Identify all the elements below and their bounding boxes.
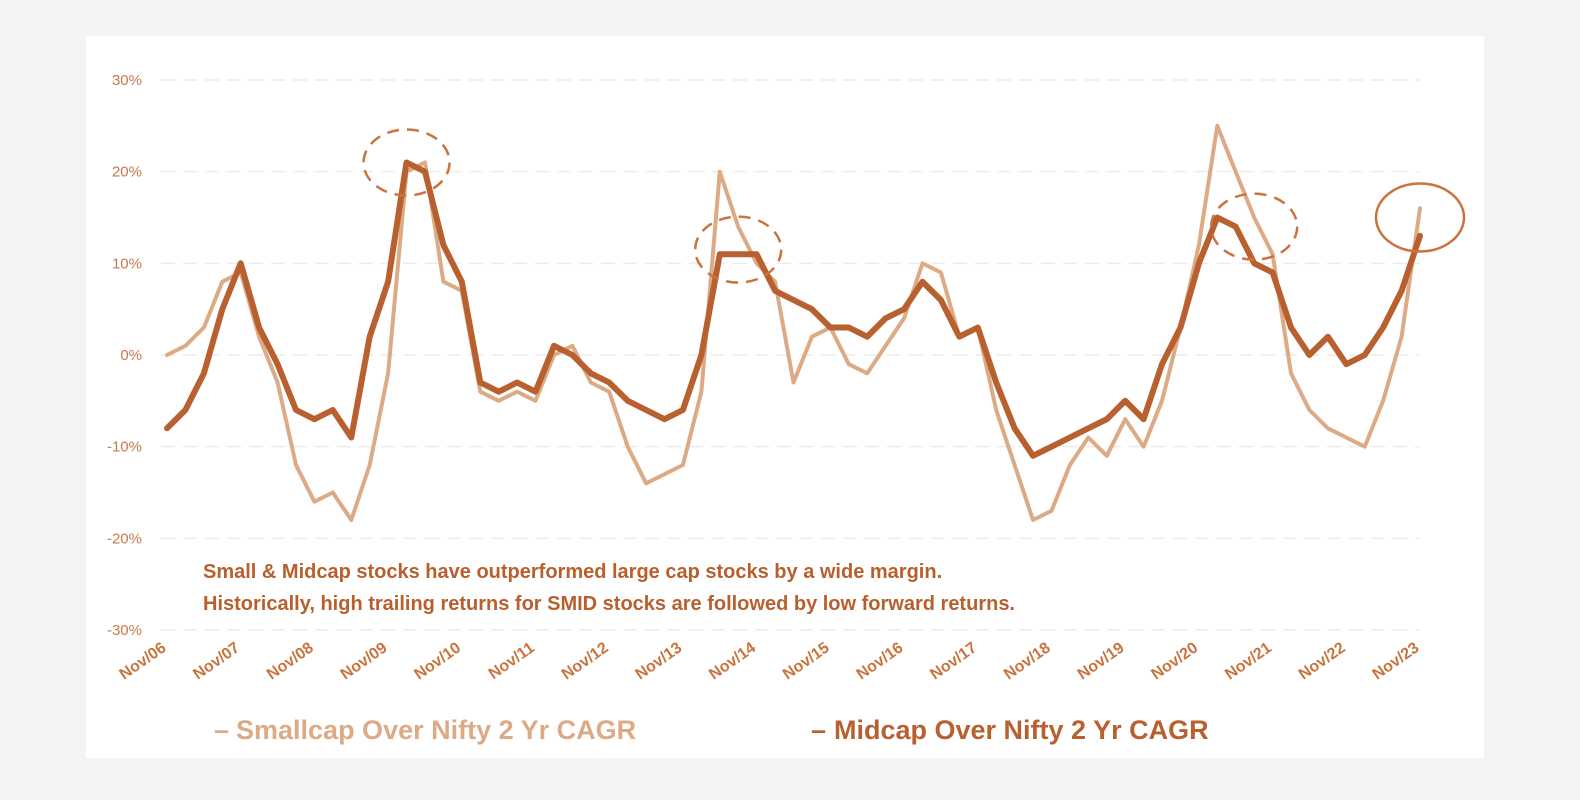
chart-panel: [86, 36, 1484, 758]
y-tick-label: 10%: [112, 255, 142, 272]
annotation: Small & Midcap stocks have outperformed …: [203, 561, 1015, 615]
highlight-circle-dashed: [693, 215, 783, 284]
x-tick-label: Nov/06: [117, 639, 170, 683]
x-tick-label: Nov/08: [264, 639, 317, 683]
x-tick-label: Nov/21: [1222, 639, 1275, 683]
x-tick-label: Nov/11: [486, 639, 538, 683]
x-tick-label: Nov/12: [559, 639, 612, 683]
y-tick-label: 0%: [120, 347, 142, 364]
y-tick-label: 30%: [112, 72, 142, 89]
highlight-circle-dashed: [362, 128, 451, 197]
highlight-circle-solid: [1374, 182, 1466, 253]
x-tick-label: Nov/23: [1370, 639, 1423, 683]
y-tick-label: -20%: [107, 530, 142, 547]
y-axis-tick-labels: -30% -20% -10% 0% 10% 20% 30%: [107, 72, 142, 639]
x-tick-label: Nov/14: [706, 639, 759, 683]
x-tick-label: Nov/15: [780, 639, 833, 683]
legend-label-smallcap: Smallcap Over Nifty 2 Yr CAGR: [236, 715, 636, 745]
x-tick-label: Nov/22: [1296, 639, 1349, 683]
highlight-circles: [362, 128, 1466, 284]
series-line-smallcap: [165, 123, 1422, 522]
x-tick-label: Nov/16: [854, 639, 907, 683]
x-tick-label: Nov/19: [1075, 639, 1128, 683]
y-tick-label: -30%: [107, 622, 142, 639]
x-tick-label: Nov/20: [1148, 639, 1201, 683]
x-axis-tick-labels: Nov/06 Nov/07 Nov/08 Nov/09 Nov/10 Nov/11 Nov/…: [117, 639, 1423, 683]
y-tick-label: 20%: [112, 164, 142, 181]
x-tick-label: Nov/18: [1001, 639, 1054, 683]
legend-marker-smallcap: –: [214, 715, 229, 745]
annotation-line-1: Small & Midcap stocks have outperformed …: [203, 561, 942, 583]
series-line-midcap: [164, 159, 1423, 459]
x-tick-label: Nov/13: [633, 639, 686, 683]
legend-marker-midcap: –: [811, 715, 826, 745]
annotation-line-2: Historically, high trailing returns for …: [203, 593, 1015, 615]
x-tick-label: Nov/07: [190, 639, 243, 683]
series-lines: [164, 123, 1423, 522]
legend-label-midcap: Midcap Over Nifty 2 Yr CAGR: [834, 715, 1209, 745]
x-tick-label: Nov/17: [927, 639, 980, 683]
y-tick-label: -10%: [107, 439, 142, 456]
x-tick-label: Nov/09: [338, 639, 391, 683]
highlight-circle-dashed: [1209, 192, 1299, 261]
x-tick-label: Nov/10: [411, 639, 464, 683]
legend: – Smallcap Over Nifty 2 Yr CAGR – Midcap…: [214, 715, 1209, 745]
